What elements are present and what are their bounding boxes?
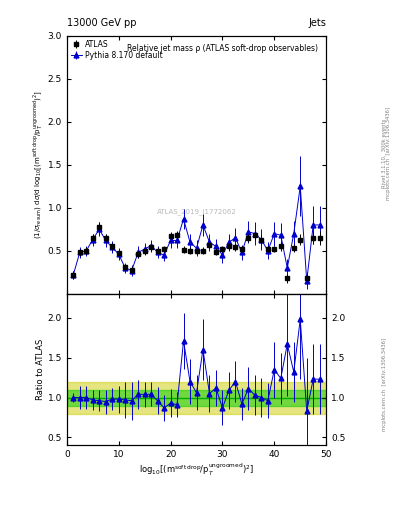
Text: Rivet 3.1.10,  300k events: Rivet 3.1.10, 300k events: [382, 119, 387, 188]
Y-axis label: $(1/\sigma_\mathrm{resum})$ d$\sigma$/d log$_{10}$[(m$^{\rm soft\,drop}$/p$_T^{\: $(1/\sigma_\mathrm{resum})$ d$\sigma$/d …: [31, 90, 45, 239]
Text: Jets: Jets: [309, 18, 326, 28]
Text: 13000 GeV pp: 13000 GeV pp: [67, 18, 136, 28]
X-axis label: log$_{10}$[(m$^{\rm soft\,drop}$/p$_T^{\rm ungroomed})^2]$: log$_{10}$[(m$^{\rm soft\,drop}$/p$_T^{\…: [139, 462, 254, 478]
Legend: ATLAS, Pythia 8.170 default: ATLAS, Pythia 8.170 default: [69, 38, 164, 61]
Text: mcplots.cern.ch  [arXiv:1306.3436]: mcplots.cern.ch [arXiv:1306.3436]: [382, 337, 387, 431]
Text: ATLAS_2019_I1772062: ATLAS_2019_I1772062: [157, 208, 236, 215]
Text: Relative jet mass ρ (ATLAS soft-drop observables): Relative jet mass ρ (ATLAS soft-drop obs…: [127, 44, 318, 53]
Text: mcplots.cern.ch  [arXiv:1306.3436]: mcplots.cern.ch [arXiv:1306.3436]: [386, 107, 391, 200]
Y-axis label: Ratio to ATLAS: Ratio to ATLAS: [36, 339, 45, 400]
